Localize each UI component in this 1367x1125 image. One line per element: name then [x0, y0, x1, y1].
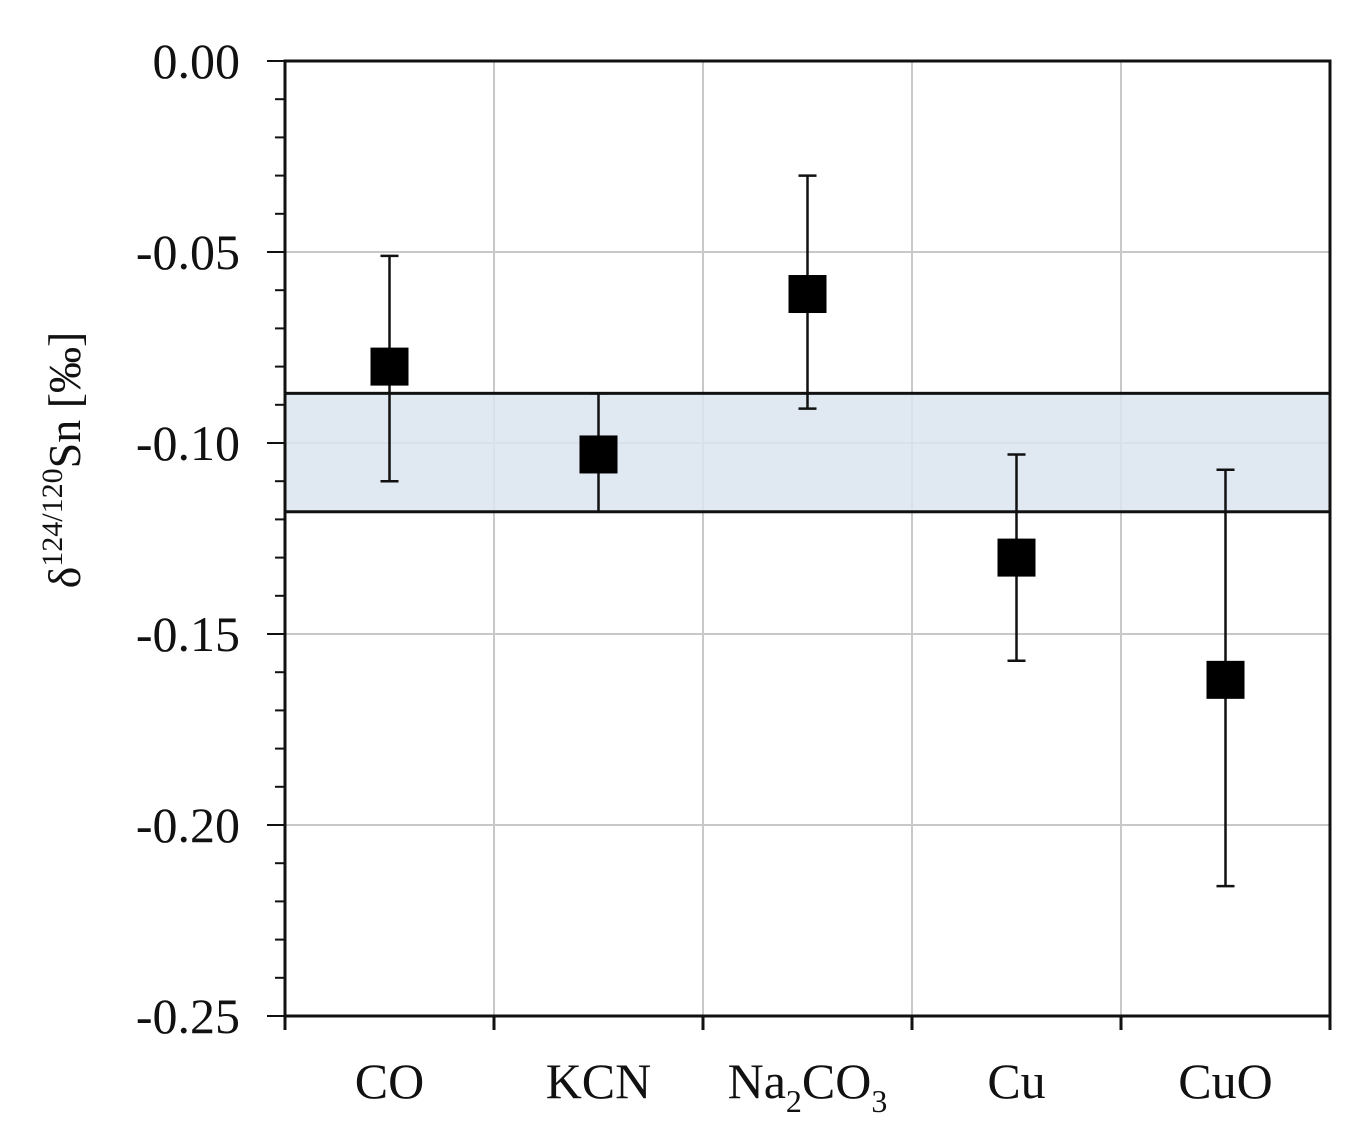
y-tick-label: -0.15 [136, 606, 240, 662]
x-tick-label: Na2CO3 [728, 1053, 888, 1119]
reference-band [283, 391, 1332, 514]
data-point [788, 275, 827, 314]
x-axis: CO KCN Na2CO3 Cu CuO [283, 1016, 1332, 1119]
y-tick-label: -0.20 [136, 797, 240, 853]
x-tick-label: CuO [1178, 1053, 1272, 1109]
data-markers [370, 275, 1245, 699]
x-tick-label: KCN [546, 1053, 652, 1109]
x-tick-label: Cu [987, 1053, 1045, 1109]
plot-frame [283, 59, 1332, 1018]
y-tick-label: -0.25 [136, 988, 240, 1044]
y-axis-title: δ124/120Sn [‰] [36, 332, 90, 589]
y-axis: 0.00 -0.05 -0.10 -0.15 -0.20 -0.25 [136, 33, 285, 1044]
data-point [997, 538, 1036, 577]
y-tick-label: -0.10 [136, 415, 240, 471]
x-tick-label: CO [355, 1053, 424, 1109]
y-tick-label: -0.05 [136, 224, 240, 280]
data-point [370, 347, 409, 386]
data-point [1206, 660, 1245, 699]
y-tick-label: 0.00 [153, 33, 241, 89]
data-point [579, 435, 618, 474]
plot-border [283, 59, 1332, 1018]
